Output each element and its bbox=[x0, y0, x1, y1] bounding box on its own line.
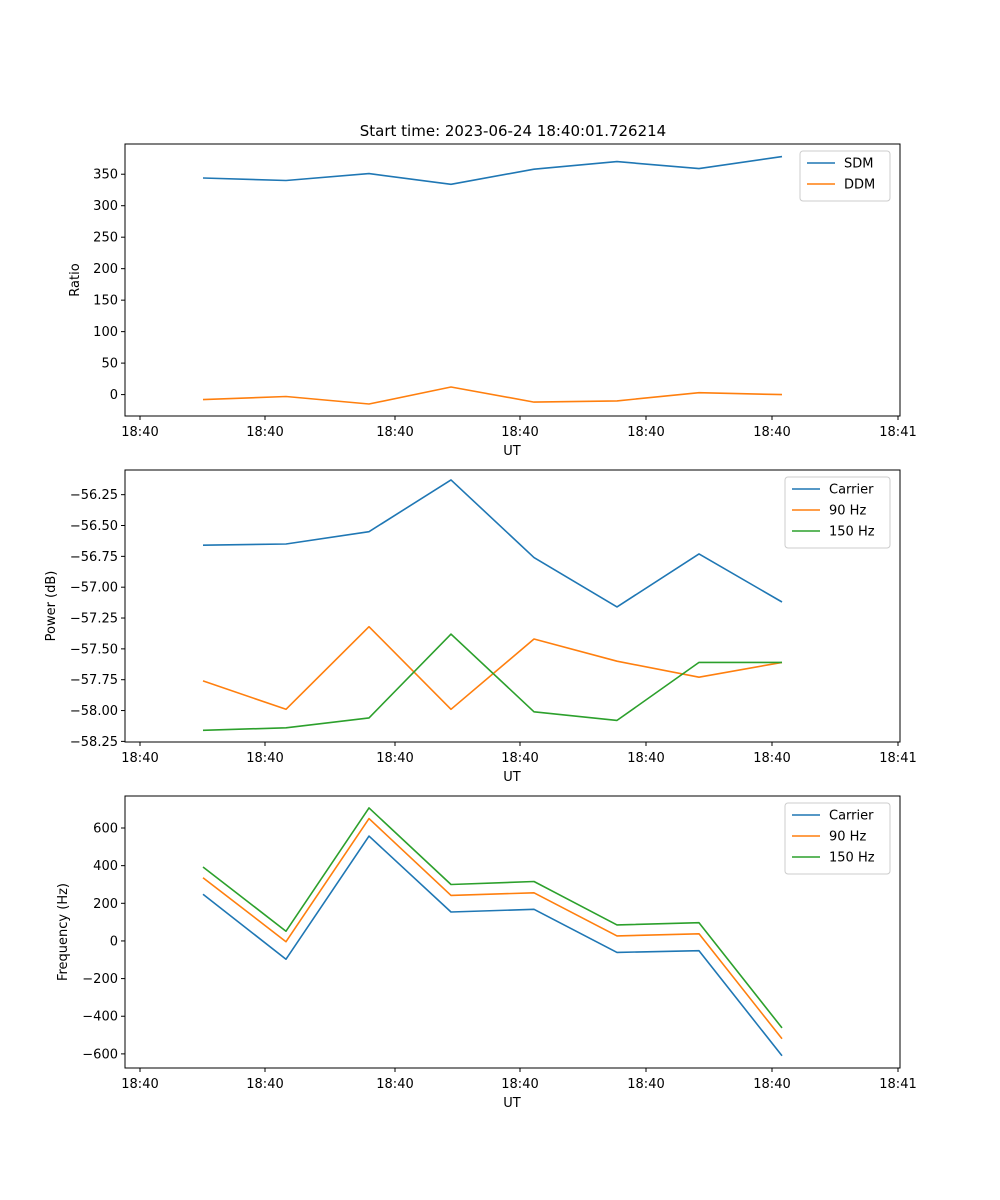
power-xtick-label: 18:41 bbox=[879, 751, 916, 766]
ratio-legend-label: SDM bbox=[844, 157, 873, 172]
power-xtick-label: 18:40 bbox=[376, 751, 413, 766]
power-series-150-hz-line bbox=[202, 633, 782, 732]
power-xlabel: UT bbox=[503, 770, 521, 785]
power-xtick-label: 18:40 bbox=[501, 751, 538, 766]
power-ytick-label: −58.25 bbox=[70, 735, 118, 750]
power-legend-label: 90 Hz bbox=[829, 504, 866, 519]
power-xtick-label: 18:40 bbox=[121, 751, 158, 766]
ratio-xtick-label: 18:40 bbox=[376, 425, 413, 440]
power-ytick-label: −56.75 bbox=[70, 550, 118, 565]
power-ytick-label: −57.75 bbox=[70, 673, 118, 688]
frequency-xlabel: UT bbox=[503, 1096, 521, 1111]
frequency-ytick-label: 600 bbox=[93, 822, 118, 837]
frequency-xtick-label: 18:40 bbox=[376, 1077, 413, 1092]
ratio-panel: 18:40 18:40 18:40 18:40 18:40 18:40 18:41 UT 0 50… bbox=[68, 143, 917, 459]
power-ylabel: Power (dB) bbox=[44, 571, 59, 642]
power-series-90-hz-line bbox=[202, 625, 783, 711]
ratio-ytick-label: 300 bbox=[93, 199, 118, 214]
frequency-ytick-label: 400 bbox=[93, 859, 118, 874]
frequency-ytick-label: −400 bbox=[82, 1010, 118, 1025]
ratio-xtick-label: 18:40 bbox=[753, 425, 790, 440]
frequency-ytick-label: −200 bbox=[82, 972, 118, 987]
ratio-ytick-label: 150 bbox=[93, 294, 118, 309]
power-legend-label: Carrier bbox=[829, 483, 874, 498]
ratio-ytick-label: 250 bbox=[93, 231, 118, 246]
frequency-legend-label: 90 Hz bbox=[829, 830, 866, 845]
power-xtick-label: 18:40 bbox=[246, 751, 283, 766]
frequency-ytick-label: −600 bbox=[82, 1047, 118, 1062]
power-legend: Carrier 90 Hz 150 Hz bbox=[784, 476, 891, 549]
frequency-axes-frame bbox=[124, 795, 901, 1069]
power-xtick-label: 18:40 bbox=[627, 751, 664, 766]
frequency-panel: 18:40 18:40 18:40 18:40 18:40 18:40 18:41 UT −60… bbox=[56, 795, 917, 1111]
figure-title: Start time: 2023-06-24 18:40:01.726214 bbox=[360, 122, 666, 140]
ratio-ytick-label: 200 bbox=[93, 262, 118, 277]
frequency-xtick-label: 18:40 bbox=[501, 1077, 538, 1092]
power-panel: 18:40 18:40 18:40 18:40 18:40 18:40 18:41 UT −58… bbox=[44, 469, 917, 785]
power-xtick-label: 18:40 bbox=[753, 751, 790, 766]
ratio-series-ddm-line bbox=[202, 386, 783, 405]
ratio-axes-frame bbox=[124, 143, 901, 417]
frequency-legend: Carrier 90 Hz 150 Hz bbox=[784, 802, 891, 875]
frequency-ytick-label: 200 bbox=[93, 897, 118, 912]
frequency-legend-label: Carrier bbox=[829, 809, 874, 824]
power-ytick-label: −58.00 bbox=[70, 704, 118, 719]
frequency-legend-label: 150 Hz bbox=[829, 851, 875, 866]
ratio-ytick-label: 0 bbox=[110, 388, 118, 403]
frequency-xtick-label: 18:40 bbox=[753, 1077, 790, 1092]
frequency-xtick-label: 18:40 bbox=[246, 1077, 283, 1092]
power-ytick-label: −57.00 bbox=[70, 581, 118, 596]
ratio-legend: SDM DDM bbox=[799, 150, 891, 202]
power-ytick-label: −57.25 bbox=[70, 612, 118, 627]
frequency-xtick-label: 18:41 bbox=[879, 1077, 916, 1092]
ratio-xtick-label: 18:40 bbox=[246, 425, 283, 440]
ratio-ytick-label: 50 bbox=[101, 357, 118, 372]
frequency-series-90-hz-line bbox=[202, 817, 783, 1040]
power-legend-label: 150 Hz bbox=[829, 525, 875, 540]
power-ytick-label: −56.50 bbox=[70, 519, 118, 534]
ratio-legend-label: DDM bbox=[844, 178, 875, 193]
power-ytick-label: −57.50 bbox=[70, 642, 118, 657]
ratio-ytick-label: 350 bbox=[93, 168, 118, 183]
frequency-xtick-label: 18:40 bbox=[121, 1077, 158, 1092]
ratio-xtick-label: 18:40 bbox=[121, 425, 158, 440]
power-ytick-label: −56.25 bbox=[70, 488, 118, 503]
frequency-ytick-label: 0 bbox=[110, 934, 118, 949]
ratio-xtick-label: 18:40 bbox=[501, 425, 538, 440]
ratio-xtick-label: 18:40 bbox=[627, 425, 664, 440]
power-axes-frame bbox=[124, 469, 901, 743]
ratio-series-sdm-line bbox=[202, 155, 783, 186]
frequency-ylabel: Frequency (Hz) bbox=[56, 883, 71, 981]
frequency-xtick-label: 18:40 bbox=[627, 1077, 664, 1092]
ratio-ytick-label: 100 bbox=[93, 325, 118, 340]
ratio-xtick-label: 18:41 bbox=[879, 425, 916, 440]
ratio-xlabel: UT bbox=[503, 444, 521, 459]
frequency-series-150-hz-line bbox=[202, 807, 783, 1029]
power-series-carrier-line bbox=[202, 479, 783, 608]
ratio-ylabel: Ratio bbox=[68, 263, 83, 296]
subplots: 18:40 18:40 18:40 18:40 18:40 18:40 18:41 UT 0 50… bbox=[44, 143, 917, 1111]
frequency-series-carrier-line bbox=[202, 835, 783, 1057]
